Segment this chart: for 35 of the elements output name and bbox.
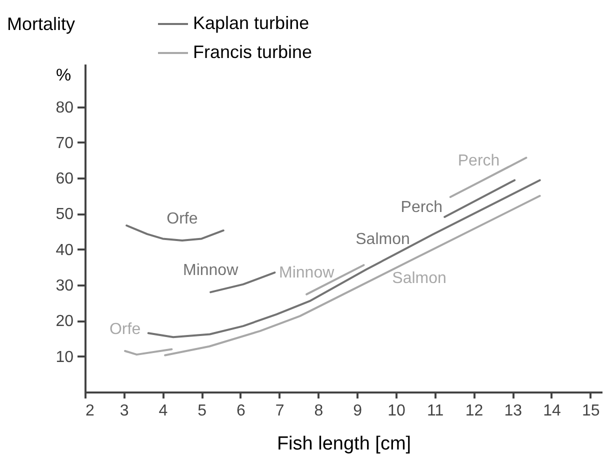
annotation: Minnow [279,264,335,282]
chart-title: Mortality [7,14,76,34]
annotation: Salmon [392,270,446,288]
x-tick-label: 6 [236,402,246,420]
annotation: Salmon [356,230,410,248]
y-tick-label: 70 [56,134,74,152]
annotation: Perch [400,198,443,216]
x-tick-label: 5 [198,402,207,420]
annotation: Minnow [182,262,239,280]
y-tick-label: 40 [56,242,74,259]
y-tick-label: 50 [56,206,74,224]
x-tick-label: 15 [582,402,600,420]
x-tick-label: 14 [543,402,561,420]
x-tick-label: 11 [427,402,444,420]
x-tick-label: 4 [158,402,168,420]
x-axis-title: Fish length [cm] [276,434,412,454]
y-tick-label: 10 [56,348,74,366]
legend-label: Kaplan turbine [193,13,310,33]
annotation: Orfe [109,321,141,338]
annotation: Orfe [166,210,198,228]
legend-label: Francis turbine [193,42,312,62]
y-axis-title: % [56,66,72,84]
x-tick-label: 10 [388,402,406,420]
x-tick-label: 7 [275,402,284,420]
y-tick-label: 80 [56,99,74,116]
x-tick-label: 9 [353,402,362,420]
y-tick-label: 20 [56,313,74,330]
x-tick-label: 12 [465,402,484,420]
x-tick-label: 13 [504,402,522,420]
annotation: Perch [458,152,500,170]
x-tick-label: 8 [314,402,324,420]
y-tick-label: 30 [56,278,74,295]
x-tick-label: 3 [120,402,129,420]
y-tick-label: 60 [56,170,74,188]
x-tick-label: 2 [86,402,94,420]
